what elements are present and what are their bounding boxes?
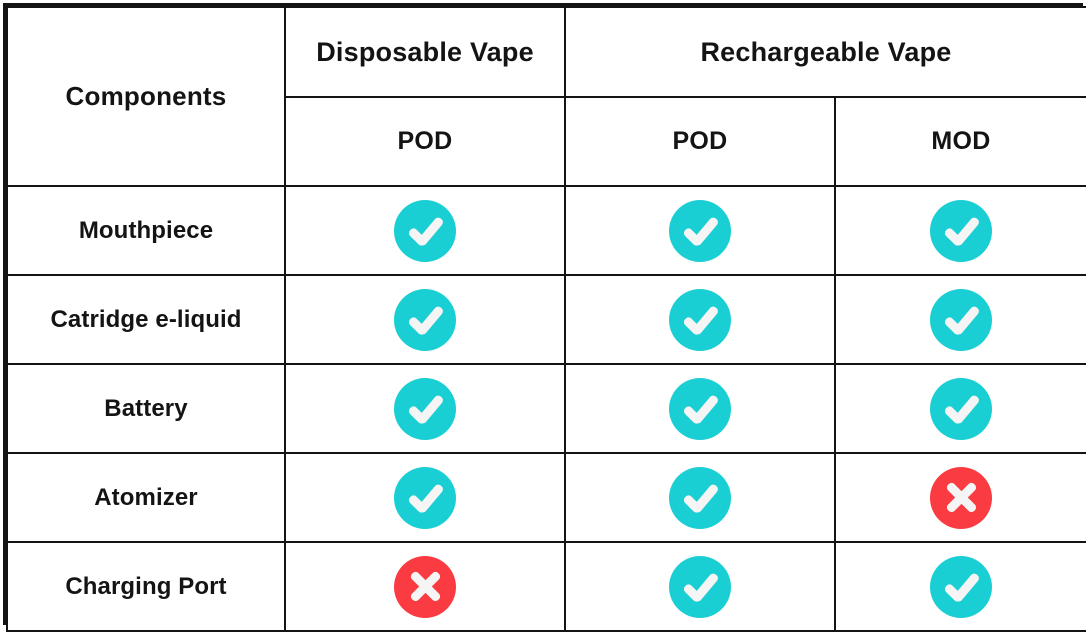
check-circle-icon [394, 466, 456, 529]
cell-disposable-pod [284, 185, 566, 276]
check-circle-icon [394, 199, 456, 262]
cell-disposable-pod [284, 274, 566, 365]
cell-disposable-pod [284, 541, 566, 632]
table-row: Battery [6, 363, 1086, 454]
header-row-subtypes: POD POD MOD [7, 96, 1086, 187]
cell-rechargeable-pod [564, 541, 836, 632]
header-sub-disposable-pod: POD [284, 96, 566, 187]
cell-rechargeable-mod [834, 363, 1086, 454]
check-circle-icon [930, 377, 992, 440]
cell-rechargeable-mod [834, 185, 1086, 276]
header-sub-rechargeable-mod: MOD [834, 96, 1086, 187]
cell-rechargeable-mod [834, 452, 1086, 543]
row-label-component: Battery [6, 363, 286, 454]
check-circle-icon [669, 555, 731, 618]
table-row: Mouthpiece [6, 185, 1086, 276]
cell-rechargeable-pod [564, 274, 836, 365]
header-group-rechargeable-vape: Rechargeable Vape [564, 6, 1086, 98]
check-circle-icon [394, 288, 456, 351]
header-row-groups: Components Disposable Vape Rechargeable … [6, 6, 1086, 187]
cell-disposable-pod [284, 363, 566, 454]
row-label-component: Mouthpiece [6, 185, 286, 276]
cell-rechargeable-pod [564, 452, 836, 543]
cell-rechargeable-pod [564, 185, 836, 276]
check-circle-icon [930, 199, 992, 262]
table-body: Mouthpiece Catridge e-liquid Battery Atomiz… [6, 185, 1086, 632]
cross-circle-icon [930, 466, 992, 529]
check-circle-icon [669, 377, 731, 440]
table-row: Charging Port [6, 541, 1086, 632]
table-header: Components Disposable Vape Rechargeable … [6, 6, 1086, 187]
cell-rechargeable-mod [834, 274, 1086, 365]
header-group-disposable-vape: Disposable Vape [284, 6, 566, 98]
table-row: Atomizer [6, 452, 1086, 543]
cell-rechargeable-pod [564, 363, 836, 454]
check-circle-icon [669, 199, 731, 262]
header-sub-rechargeable-pod: POD [564, 96, 836, 187]
cell-rechargeable-mod [834, 541, 1086, 632]
row-label-component: Catridge e-liquid [6, 274, 286, 365]
header-components: Components [6, 6, 286, 187]
cross-circle-icon [394, 555, 456, 618]
check-circle-icon [669, 466, 731, 529]
check-circle-icon [930, 288, 992, 351]
check-circle-icon [930, 555, 992, 618]
row-label-component: Charging Port [6, 541, 286, 632]
vape-components-comparison-table: Components Disposable Vape Rechargeable … [3, 3, 1086, 632]
check-circle-icon [669, 288, 731, 351]
comparison-grid: Components Disposable Vape Rechargeable … [6, 6, 1086, 632]
check-circle-icon [394, 377, 456, 440]
cell-disposable-pod [284, 452, 566, 543]
table-row: Catridge e-liquid [6, 274, 1086, 365]
row-label-component: Atomizer [6, 452, 286, 543]
